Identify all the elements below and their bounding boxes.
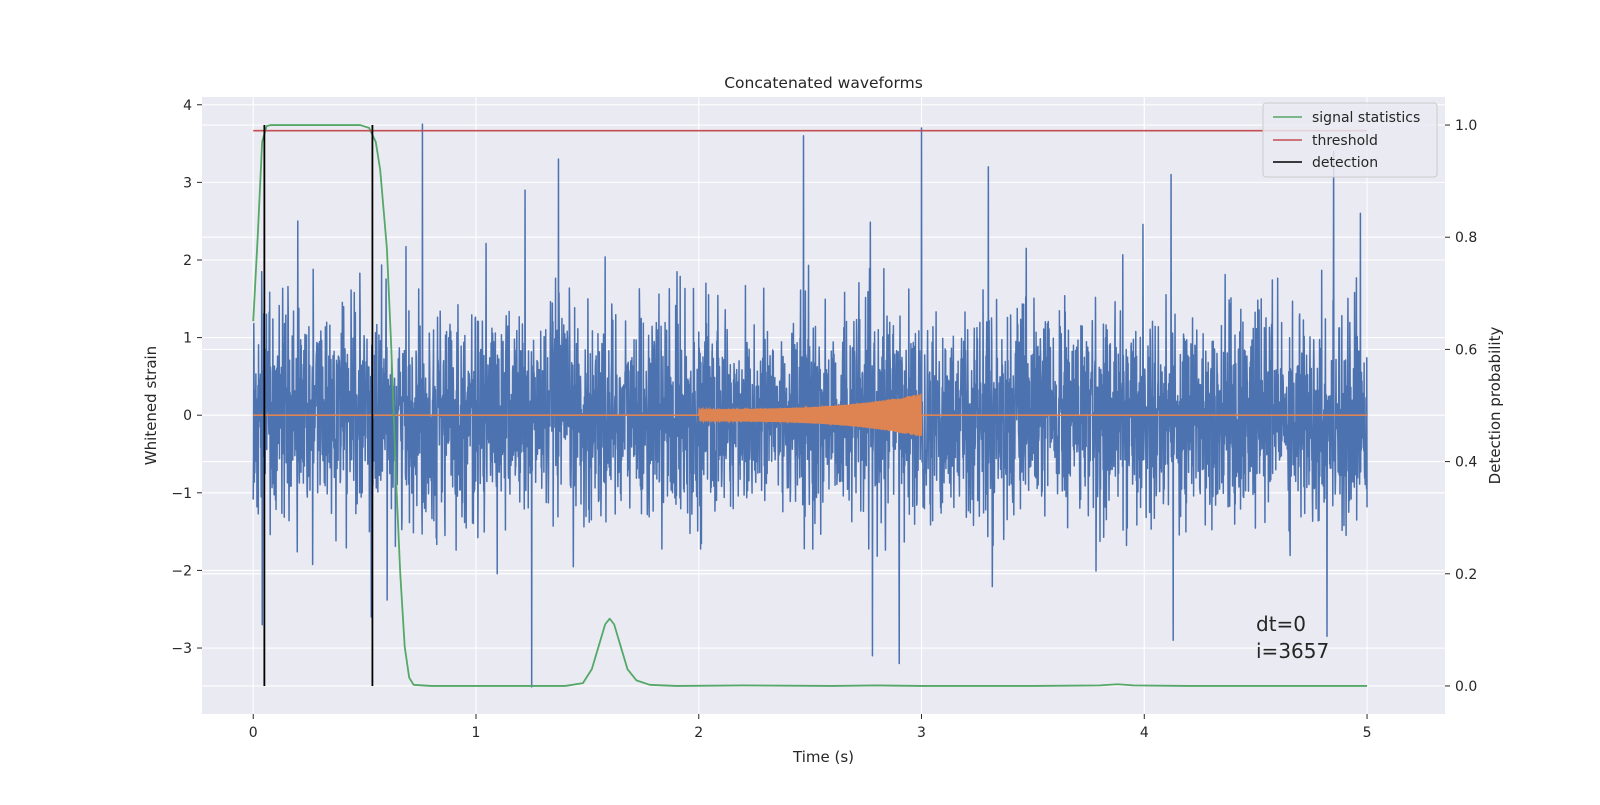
- right-y-tick-label: 0.2: [1455, 567, 1477, 583]
- left-y-axis-ticks: −3 −2 −1 0 1 2 3 4: [171, 98, 202, 657]
- legend-label-detection: detection: [1312, 155, 1378, 171]
- left-y-tick-label: −2: [171, 563, 192, 579]
- x-axis-label: Time (s): [792, 748, 854, 766]
- x-axis-ticks: 0 1 2 3 4 5: [249, 714, 1372, 741]
- left-y-tick-label: 0: [183, 408, 192, 424]
- legend-box: [1262, 102, 1438, 178]
- x-tick-label: 4: [1140, 725, 1149, 741]
- annotation: dt=0 i=3657: [1256, 612, 1329, 663]
- whitened-strain-series: [252, 123, 1368, 688]
- left-y-tick-label: −1: [171, 486, 192, 502]
- legend-label-threshold: threshold: [1312, 133, 1378, 149]
- legend: signal statistics threshold detection: [1262, 102, 1438, 178]
- x-tick-label: 2: [694, 725, 703, 741]
- left-y-tick-label: 1: [183, 331, 192, 347]
- x-tick-label: 0: [249, 725, 258, 741]
- right-y-tick-label: 0.4: [1455, 455, 1477, 471]
- right-y-tick-label: 1.0: [1455, 118, 1477, 134]
- right-y-tick-label: 0.6: [1455, 342, 1477, 358]
- signal-statistics-line: [252, 124, 1368, 687]
- right-y-tick-label: 0.0: [1455, 679, 1477, 695]
- chart-title: Concatenated waveforms: [724, 74, 923, 92]
- annotation-index: i=3657: [1256, 639, 1329, 663]
- left-y-tick-label: 4: [183, 98, 192, 114]
- annotation-dt: dt=0: [1256, 612, 1306, 636]
- strain-trace: [252, 123, 1368, 688]
- signal-statistics-series: [252, 124, 1368, 687]
- x-tick-label: 1: [472, 725, 481, 741]
- left-y-tick-label: −3: [171, 641, 192, 657]
- injected-signal-series: [253, 393, 1368, 437]
- right-y-tick-label: 0.8: [1455, 230, 1477, 246]
- right-y-axis-label: Detection probability: [1486, 327, 1504, 485]
- left-y-axis-label: Whitened strain: [142, 346, 160, 465]
- injected-chirp: [698, 393, 923, 437]
- legend-label-signal-statistics: signal statistics: [1312, 110, 1420, 126]
- x-tick-label: 3: [917, 725, 926, 741]
- left-y-tick-label: 2: [183, 253, 192, 269]
- detection-series: [263, 125, 374, 686]
- left-y-tick-label: 3: [183, 175, 192, 191]
- x-tick-label: 5: [1363, 725, 1372, 741]
- right-y-axis-ticks: 0.0 0.2 0.4 0.6 0.8 1.0: [1445, 118, 1477, 695]
